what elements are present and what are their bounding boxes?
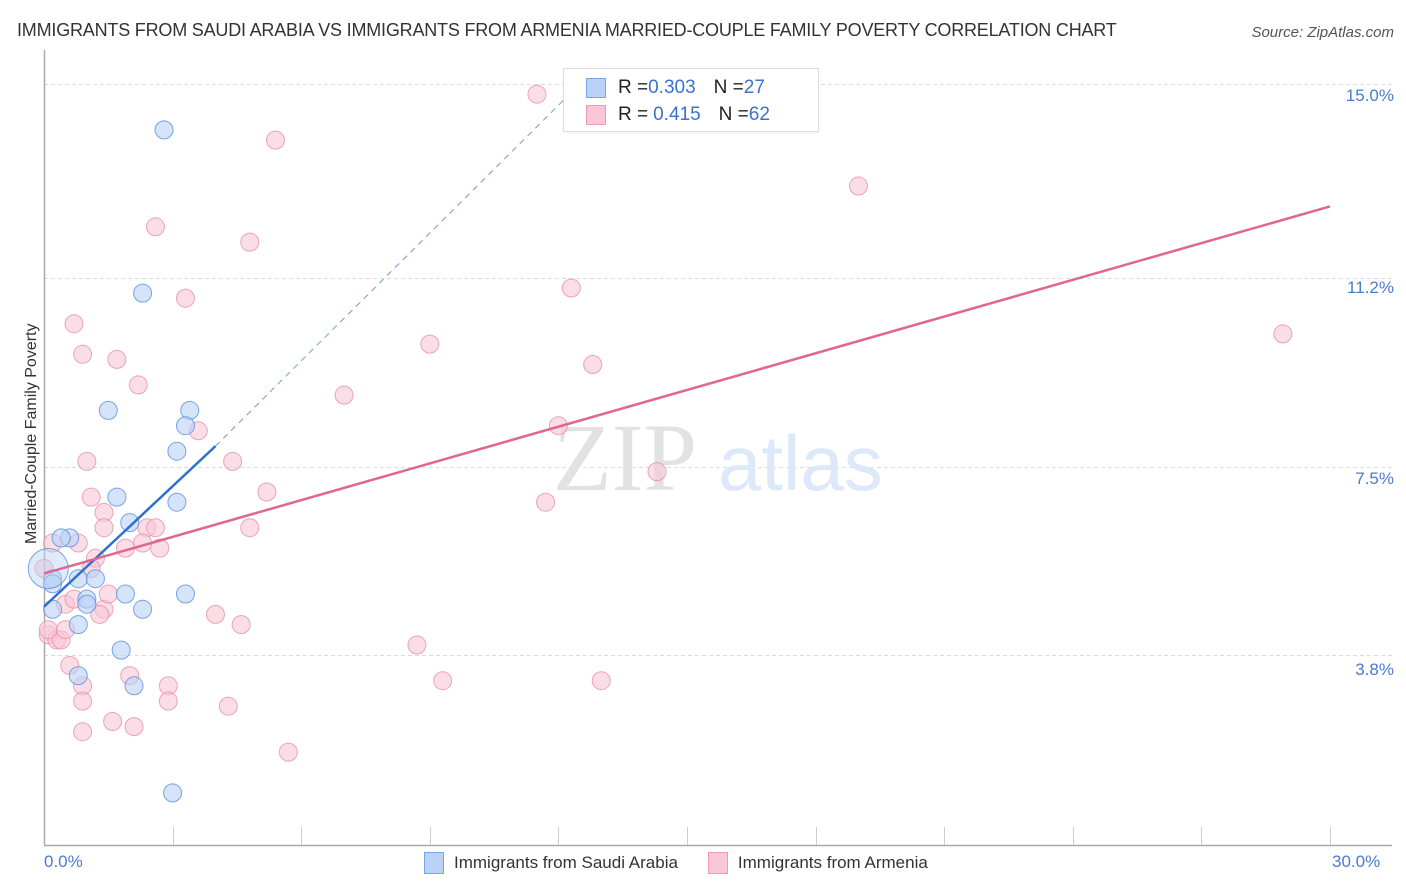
saudi-arabia-point	[133, 599, 153, 619]
saudi-arabia-point	[27, 548, 69, 589]
saudi-arabia-point	[163, 783, 183, 803]
armenia-point	[240, 232, 260, 252]
pink-swatch-icon	[707, 852, 728, 874]
r-value: 0.303	[648, 77, 696, 98]
armenia-point	[81, 487, 101, 507]
armenia-point	[145, 217, 165, 237]
armenia-point	[536, 492, 556, 512]
armenia-trendline	[43, 205, 1331, 575]
armenia-point	[561, 278, 581, 298]
armenia-point	[94, 518, 114, 538]
saudi-arabia-point	[175, 584, 195, 604]
r-label: R =	[618, 77, 649, 98]
armenia-point	[73, 344, 93, 364]
watermark-atlas: atlas	[718, 419, 883, 507]
legend-row-armenia: R = 0.415 N = 62	[586, 103, 770, 127]
n-value: 27	[743, 77, 765, 98]
legend-item-armenia[interactable]: Immigrants from Armenia	[707, 852, 928, 874]
x-tick-0: 0.0%	[44, 852, 83, 871]
saudi-arabia-point	[175, 416, 195, 436]
armenia-point	[98, 584, 118, 604]
armenia-point	[583, 355, 603, 374]
n-label: N =	[713, 77, 744, 98]
armenia-point	[107, 349, 127, 369]
y-tick-15: 15.0%	[1345, 86, 1394, 105]
armenia-point	[128, 375, 148, 395]
saudi-arabia-point	[77, 594, 97, 614]
stats-legend: R = 0.303 N = 27 R = 0.415 N = 62	[563, 68, 819, 132]
r-label: R =	[618, 104, 649, 125]
saudi-arabia-point	[68, 666, 88, 686]
armenia-point	[90, 604, 110, 624]
armenia-point	[158, 691, 178, 711]
saudi-arabia-point	[167, 441, 187, 461]
legend-label: Immigrants from Armenia	[737, 853, 928, 872]
chart-title: IMMIGRANTS FROM SAUDI ARABIA VS IMMIGRAN…	[17, 20, 1117, 40]
saudi-arabia-point	[154, 120, 174, 140]
armenia-point	[77, 451, 97, 471]
armenia-point	[527, 84, 547, 104]
saudi-arabia-point	[124, 676, 144, 696]
armenia-point	[334, 385, 354, 405]
y-tick-3-8: 3.8%	[1355, 660, 1394, 679]
armenia-point	[150, 538, 170, 558]
armenia-point	[407, 635, 427, 655]
armenia-point	[124, 717, 144, 737]
series-legend: Immigrants from Saudi Arabia Immigrants …	[424, 852, 958, 874]
armenia-point	[205, 604, 225, 624]
r-value: 0.415	[653, 104, 701, 125]
blue-swatch-icon	[586, 78, 606, 98]
n-label: N =	[718, 104, 749, 125]
saudi-arabia-point	[120, 513, 140, 533]
saudi-arabia-point	[98, 400, 118, 420]
armenia-point	[231, 615, 251, 635]
armenia-point	[103, 712, 123, 731]
saudi-arabia-point	[167, 492, 187, 512]
armenia-point	[38, 620, 58, 640]
y-tick-11-2: 11.2%	[1347, 278, 1394, 297]
armenia-point	[218, 696, 238, 716]
armenia-point	[420, 334, 440, 354]
armenia-point	[591, 671, 611, 691]
saudi-arabia-point	[51, 528, 71, 548]
armenia-point	[175, 288, 195, 308]
y-tick-7-5: 7.5%	[1355, 469, 1394, 488]
legend-row-saudi-arabia: R = 0.303 N = 27	[586, 76, 765, 100]
blue-swatch-icon	[424, 852, 444, 874]
armenia-point	[647, 462, 667, 482]
armenia-point	[1273, 324, 1293, 344]
saudi-arabia-point	[115, 584, 135, 604]
legend-item-saudi-arabia[interactable]: Immigrants from Saudi Arabia	[424, 852, 678, 874]
n-value: 62	[748, 104, 770, 125]
pink-swatch-icon	[586, 105, 606, 125]
armenia-point	[257, 482, 277, 502]
saudi-arabia-point	[85, 569, 105, 589]
armenia-point	[73, 691, 93, 711]
saudi-arabia-trend-extension	[215, 83, 581, 447]
armenia-point	[64, 314, 84, 334]
armenia-point	[278, 742, 298, 762]
saudi-arabia-point	[133, 283, 153, 303]
saudi-arabia-point	[68, 615, 88, 635]
armenia-point	[265, 130, 285, 150]
armenia-point	[73, 722, 93, 742]
armenia-point	[433, 671, 453, 691]
legend-label: Immigrants from Saudi Arabia	[454, 853, 678, 872]
saudi-arabia-point	[107, 487, 127, 507]
armenia-point	[848, 176, 868, 196]
watermark-zip: ZIP	[553, 404, 697, 511]
source-label: Source: ZipAtlas.com	[1251, 24, 1394, 41]
x-tick-30: 30.0%	[1332, 852, 1381, 871]
armenia-point	[240, 518, 260, 538]
armenia-point	[223, 451, 243, 471]
armenia-point	[145, 518, 165, 538]
saudi-arabia-point	[111, 640, 131, 660]
saudi-arabia-point	[68, 569, 88, 589]
saudi-arabia-trendline	[43, 445, 217, 608]
